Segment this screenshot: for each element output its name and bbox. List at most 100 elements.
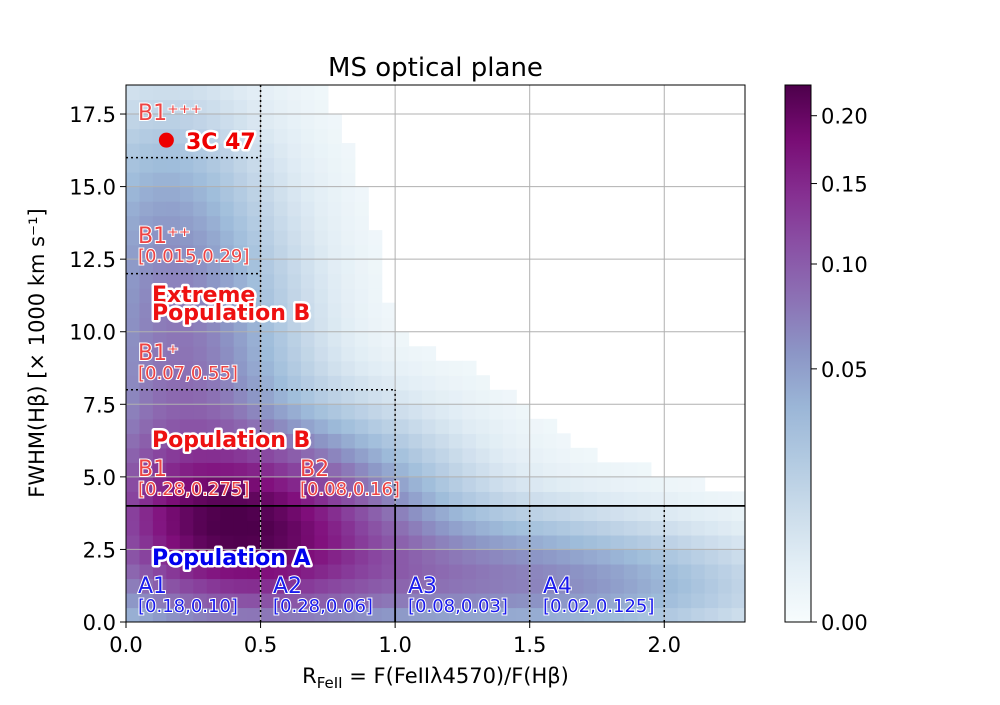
heat-cell (193, 375, 208, 391)
heat-cell (475, 404, 490, 420)
heat-cell (233, 317, 248, 333)
heat-cell (408, 563, 423, 580)
heat-cell (126, 215, 141, 231)
heat-cell (381, 520, 396, 536)
heat-cell (126, 491, 141, 507)
heat-cell (247, 143, 262, 159)
heat-cell (206, 244, 221, 260)
heat-cell (300, 85, 315, 101)
heat-cell (287, 418, 302, 434)
heat-cell (193, 389, 208, 405)
heat-cell (139, 186, 154, 202)
heat-cell (300, 331, 315, 347)
heat-cell (220, 85, 235, 101)
heat-cell (327, 288, 342, 304)
heat-cell (179, 201, 194, 217)
heat-cell (179, 230, 194, 246)
heat-cell (314, 244, 329, 260)
heat-cell (314, 491, 329, 507)
heat-cell (166, 433, 181, 449)
heat-cell (314, 418, 329, 434)
heat-cell (475, 433, 490, 449)
heat-cell (179, 447, 194, 463)
heat-cell (462, 447, 477, 463)
heat-cell (179, 433, 194, 449)
heat-cell (220, 607, 235, 622)
heat-cell (543, 563, 558, 580)
heat-cell (354, 418, 369, 434)
heat-cell (126, 157, 141, 173)
heat-cell (152, 418, 167, 434)
heat-cell (166, 215, 181, 231)
heat-cell (260, 563, 275, 580)
heat-cell (220, 433, 235, 449)
heat-cell (489, 563, 504, 580)
heat-cell (300, 143, 315, 159)
heat-cell (152, 215, 167, 231)
heat-cell (166, 288, 181, 304)
heat-cell (314, 128, 329, 144)
heat-cell (152, 273, 167, 289)
heat-cell (260, 99, 275, 115)
heat-cell (300, 288, 315, 304)
heat-cell (220, 549, 235, 565)
heat-cell (422, 476, 437, 492)
heat-cell (126, 172, 141, 188)
heat-cell (408, 346, 423, 362)
heat-cell (610, 476, 625, 492)
heat-cell (354, 563, 369, 580)
heat-cell (556, 505, 571, 521)
heat-cell (193, 99, 208, 115)
heat-cell (300, 186, 315, 202)
heat-cell (422, 462, 437, 478)
heat-cell (516, 549, 531, 565)
heat-cell (260, 317, 275, 333)
heat-cell (287, 143, 302, 159)
x-tick-label: 0.5 (244, 633, 277, 657)
heat-cell (300, 404, 315, 420)
bin-range-label: [0.08,0.16] (300, 479, 400, 500)
heat-cell (152, 85, 167, 101)
heat-cell (274, 114, 289, 130)
heat-cell (462, 549, 477, 565)
heat-cell (193, 288, 208, 304)
heat-cell (583, 505, 598, 521)
heat-cell (206, 433, 221, 449)
heat-cell (206, 563, 221, 580)
heat-cell (166, 172, 181, 188)
heat-cell (570, 520, 585, 536)
heat-cell (287, 302, 302, 318)
heat-cell (570, 549, 585, 565)
heat-cell (287, 563, 302, 580)
heat-cell (502, 404, 517, 420)
heat-cell (152, 346, 167, 362)
heat-cell (448, 447, 464, 463)
heat-cell (274, 172, 289, 188)
heat-cell (152, 549, 167, 565)
heat-cell (233, 491, 248, 507)
heat-cell (395, 578, 410, 594)
heat-cell (327, 491, 342, 507)
heat-cell (354, 505, 369, 521)
heat-cell (327, 317, 342, 333)
heat-cell (300, 128, 315, 144)
heat-cell (152, 607, 167, 622)
heat-cell (247, 418, 262, 434)
heat-cell (718, 592, 733, 609)
heat-cell (274, 302, 289, 318)
heat-cell (287, 230, 302, 246)
heat-cell (166, 578, 181, 594)
heat-cell (395, 331, 410, 347)
heat-cell (166, 418, 181, 434)
heat-cell (650, 491, 665, 507)
heat-cell (166, 157, 181, 173)
heat-cell (327, 389, 342, 405)
heat-cell (126, 230, 141, 246)
heat-cell (300, 563, 315, 580)
heat-cell (354, 273, 369, 289)
heat-cell (556, 607, 571, 622)
heat-cell (677, 476, 692, 492)
heat-cell (166, 259, 181, 275)
heat-cell (206, 186, 221, 202)
heat-cell (543, 462, 558, 478)
